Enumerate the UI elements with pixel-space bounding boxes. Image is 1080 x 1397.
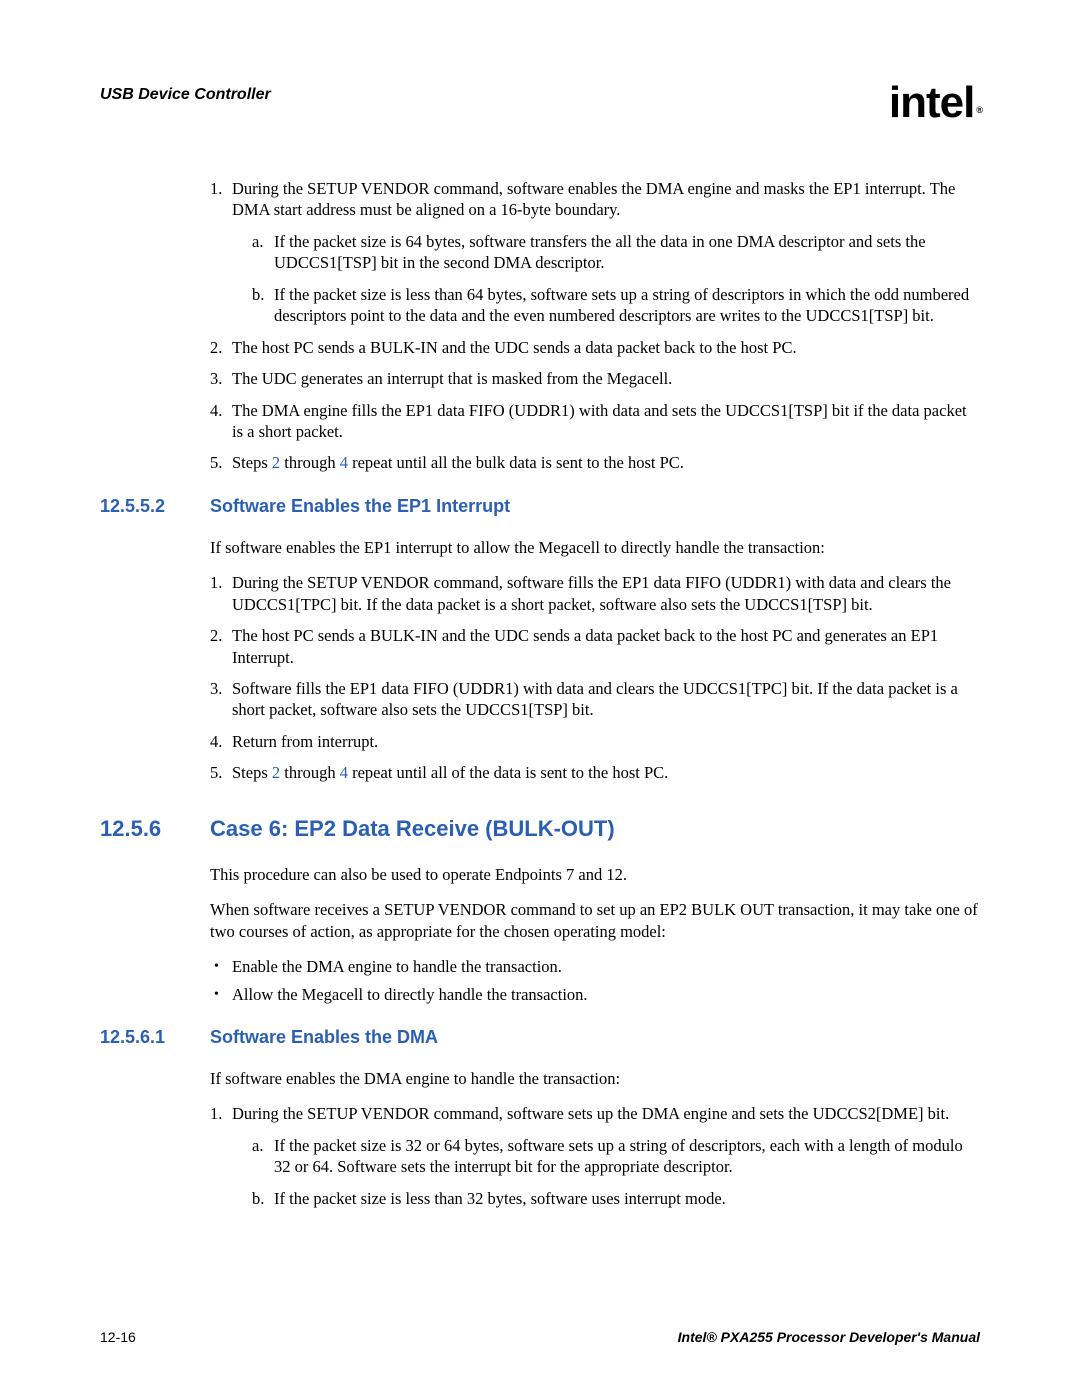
cross-ref-link[interactable]: 4 bbox=[340, 763, 348, 782]
cross-ref-link[interactable]: 4 bbox=[340, 453, 348, 472]
ordered-list-3: During the SETUP VENDOR command, softwar… bbox=[210, 1103, 980, 1209]
list-item: The DMA engine fills the EP1 data FIFO (… bbox=[210, 400, 980, 443]
paragraph: If software enables the EP1 interrupt to… bbox=[210, 537, 980, 558]
list-item: The UDC generates an interrupt that is m… bbox=[210, 368, 980, 389]
list-sub-item: If the packet size is 64 bytes, software… bbox=[252, 231, 980, 274]
list-item: During the SETUP VENDOR command, softwar… bbox=[210, 1103, 980, 1209]
list-item: Steps 2 through 4 repeat until all the b… bbox=[210, 452, 980, 473]
page-header-title: USB Device Controller bbox=[100, 78, 271, 104]
section-title: Software Enables the DMA bbox=[210, 1027, 438, 1048]
paragraph: When software receives a SETUP VENDOR co… bbox=[210, 899, 980, 942]
bullet-list: Enable the DMA engine to handle the tran… bbox=[210, 956, 980, 1005]
ordered-list-1: During the SETUP VENDOR command, softwar… bbox=[210, 178, 980, 474]
section-number: 12.5.6 bbox=[100, 816, 210, 842]
cross-ref-link[interactable]: 2 bbox=[272, 453, 280, 472]
bullet-item: Enable the DMA engine to handle the tran… bbox=[232, 956, 980, 977]
list-item: During the SETUP VENDOR command, softwar… bbox=[210, 572, 980, 615]
paragraph: This procedure can also be used to opera… bbox=[210, 864, 980, 885]
manual-title: Intel® PXA255 Processor Developer's Manu… bbox=[678, 1329, 980, 1345]
section-title: Software Enables the EP1 Interrupt bbox=[210, 496, 510, 517]
cross-ref-link[interactable]: 2 bbox=[272, 763, 280, 782]
ordered-list-2: During the SETUP VENDOR command, softwar… bbox=[210, 572, 980, 784]
page-number: 12-16 bbox=[100, 1329, 136, 1345]
list-sub-item: If the packet size is 32 or 64 bytes, so… bbox=[252, 1135, 980, 1178]
list-item: Steps 2 through 4 repeat until all of th… bbox=[210, 762, 980, 783]
section-number: 12.5.5.2 bbox=[100, 496, 210, 517]
list-item: During the SETUP VENDOR command, softwar… bbox=[210, 178, 980, 327]
list-item: The host PC sends a BULK-IN and the UDC … bbox=[210, 625, 980, 668]
paragraph: If software enables the DMA engine to ha… bbox=[210, 1068, 980, 1089]
list-item: Software fills the EP1 data FIFO (UDDR1)… bbox=[210, 678, 980, 721]
list-item: The host PC sends a BULK-IN and the UDC … bbox=[210, 337, 980, 358]
bullet-item: Allow the Megacell to directly handle th… bbox=[232, 984, 980, 1005]
section-title: Case 6: EP2 Data Receive (BULK-OUT) bbox=[210, 816, 615, 842]
intel-logo: intel® bbox=[889, 78, 980, 128]
list-item: Return from interrupt. bbox=[210, 731, 980, 752]
list-sub-item: If the packet size is less than 64 bytes… bbox=[252, 284, 980, 327]
list-sub-item: If the packet size is less than 32 bytes… bbox=[252, 1188, 980, 1209]
section-number: 12.5.6.1 bbox=[100, 1027, 210, 1048]
